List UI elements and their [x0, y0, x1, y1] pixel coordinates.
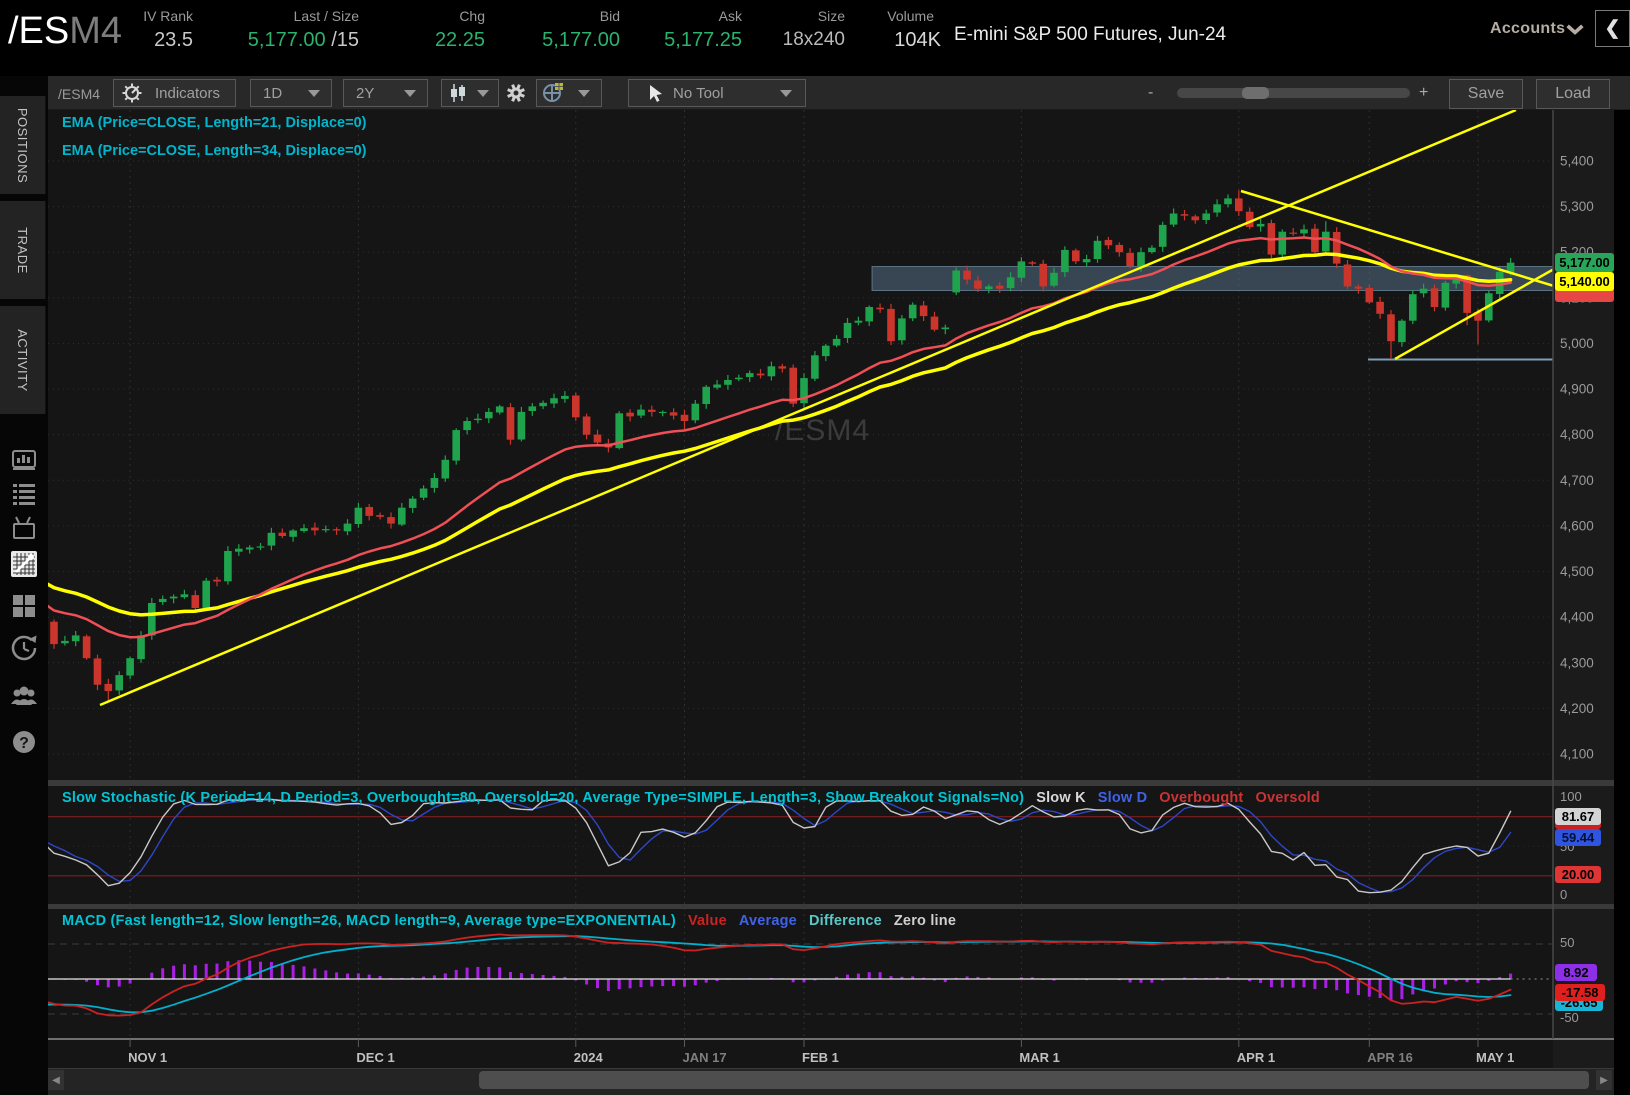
svg-text:59.44: 59.44 — [1562, 830, 1595, 845]
svg-text:DEC 1: DEC 1 — [356, 1050, 394, 1065]
svg-text:4,600: 4,600 — [1560, 518, 1594, 533]
svg-text:4,900: 4,900 — [1560, 382, 1594, 397]
svg-text:50: 50 — [1560, 935, 1574, 950]
svg-text:100: 100 — [1560, 789, 1582, 804]
svg-text:JAN 17: JAN 17 — [683, 1050, 727, 1065]
svg-text:EMA (Price=CLOSE, Length=21, D: EMA (Price=CLOSE, Length=21, Displace=0) — [62, 115, 367, 131]
svg-text:2024: 2024 — [574, 1050, 604, 1065]
svg-text:4,300: 4,300 — [1560, 655, 1594, 670]
svg-text:4,800: 4,800 — [1560, 427, 1594, 442]
svg-text:20.00: 20.00 — [1562, 867, 1595, 882]
svg-text:FEB 1: FEB 1 — [802, 1050, 839, 1065]
svg-text:4,400: 4,400 — [1560, 610, 1594, 625]
svg-text:4,500: 4,500 — [1560, 564, 1594, 579]
svg-text:4,200: 4,200 — [1560, 701, 1594, 716]
svg-text:?: ? — [19, 735, 29, 752]
svg-text:EMA (Price=CLOSE, Length=34, D: EMA (Price=CLOSE, Length=34, Displace=0) — [62, 143, 367, 159]
svg-text:MAR 1: MAR 1 — [1019, 1050, 1059, 1065]
svg-text:APR 1: APR 1 — [1237, 1050, 1275, 1065]
svg-text:8.92: 8.92 — [1563, 965, 1588, 980]
svg-text:5,177.00: 5,177.00 — [1559, 255, 1610, 270]
svg-text:0: 0 — [1560, 887, 1567, 902]
svg-text:5,000: 5,000 — [1560, 336, 1594, 351]
svg-text:5,140.00: 5,140.00 — [1559, 274, 1610, 289]
svg-text:-50: -50 — [1560, 1010, 1579, 1025]
svg-text:NOV 1: NOV 1 — [128, 1050, 167, 1065]
svg-text:MAY 1: MAY 1 — [1476, 1050, 1514, 1065]
svg-text:4,100: 4,100 — [1560, 747, 1594, 762]
svg-text:MACD (Fast length=12, Slow len: MACD (Fast length=12, Slow length=26, MA… — [62, 913, 956, 929]
svg-text:5,300: 5,300 — [1560, 199, 1594, 214]
svg-text:APR 16: APR 16 — [1367, 1050, 1413, 1065]
svg-text:Slow Stochastic (K Period=14,: Slow Stochastic (K Period=14, D Period=3… — [62, 790, 1320, 806]
svg-text:4,700: 4,700 — [1560, 473, 1594, 488]
svg-text:81.67: 81.67 — [1562, 809, 1595, 824]
svg-text:5,400: 5,400 — [1560, 154, 1594, 169]
svg-text:-17.58: -17.58 — [1562, 985, 1599, 1000]
